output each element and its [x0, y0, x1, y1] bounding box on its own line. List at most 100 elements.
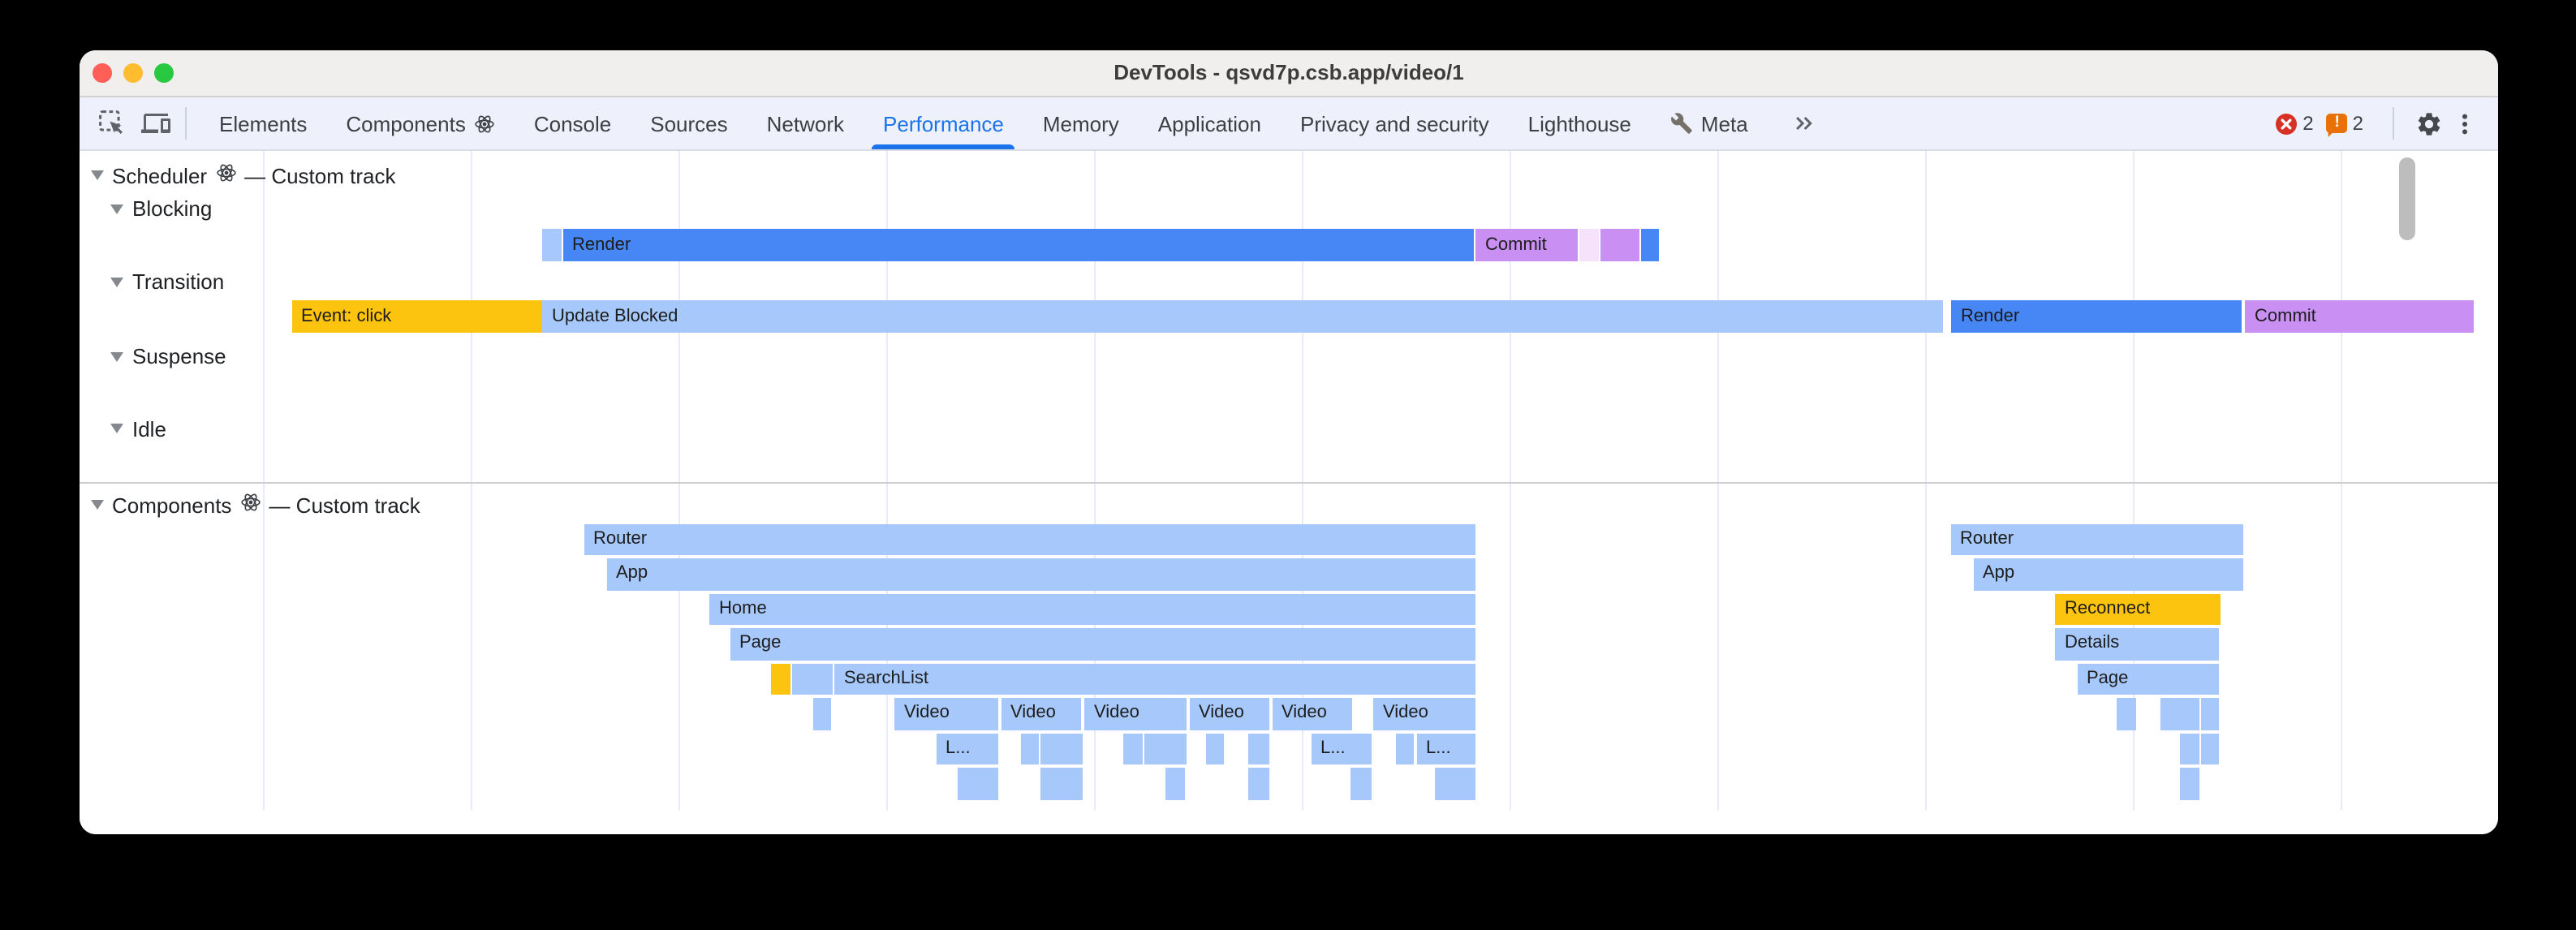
flame-bar[interactable]	[2160, 698, 2199, 730]
flame-bar[interactable]	[2180, 768, 2199, 799]
flame-bar-render[interactable]: Render	[1951, 300, 2242, 333]
flame-bar[interactable]	[2201, 698, 2219, 730]
flame-bar[interactable]	[1350, 768, 1371, 799]
flame-bar[interactable]	[1020, 733, 1039, 764]
tab-memory[interactable]: Memory	[1023, 97, 1139, 149]
lane-label-text: Idle	[132, 416, 166, 441]
flame-bar-searchlist[interactable]: SearchList	[834, 663, 1475, 695]
tab-label: Sources	[650, 111, 728, 136]
flame-bar[interactable]	[1165, 768, 1184, 799]
flame-bar[interactable]	[1579, 228, 1599, 260]
flame-bar[interactable]	[1040, 733, 1082, 764]
flame-bar-reconnect[interactable]: Reconnect	[2055, 593, 2220, 625]
zoom-window-button[interactable]	[154, 63, 174, 83]
more-tabs-chevron-icon[interactable]	[1787, 107, 1820, 140]
flame-bar-label: Video	[1010, 703, 1056, 722]
tab-privacy-and-security[interactable]: Privacy and security	[1281, 97, 1509, 149]
lane-label-blocking[interactable]: Blocking	[110, 196, 212, 222]
flame-bar[interactable]	[542, 228, 562, 260]
close-window-button[interactable]	[93, 63, 112, 83]
panel-tabs: Elements Components Console Sources Network…	[200, 97, 1768, 149]
minimize-window-button[interactable]	[123, 63, 143, 83]
flame-bar-page[interactable]: Page	[2077, 663, 2219, 695]
react-atom-icon	[239, 492, 261, 518]
gridline	[471, 151, 472, 809]
warning-badge-icon[interactable]: !	[2326, 114, 2348, 133]
flame-bar-label: Video	[1282, 703, 1327, 722]
flame-bar-render[interactable]: Render	[562, 228, 1473, 260]
flame-bar[interactable]	[2117, 698, 2136, 730]
flame-bar[interactable]	[1395, 733, 1414, 764]
tab-console[interactable]: Console	[515, 97, 631, 149]
disclosure-triangle-icon[interactable]	[110, 351, 123, 361]
flame-bar[interactable]	[1435, 768, 1475, 799]
active-tab-underline	[872, 144, 1015, 149]
flame-bar-l[interactable]: L...	[1416, 733, 1475, 764]
components-track-header[interactable]: Components — Custom track	[91, 492, 420, 518]
flame-bar[interactable]	[770, 663, 790, 695]
lane-label-transition[interactable]: Transition	[110, 269, 224, 295]
flame-bar-video[interactable]: Video	[1084, 698, 1187, 730]
flame-bar-l[interactable]: L...	[936, 733, 998, 764]
tab-meta[interactable]: Meta	[1651, 97, 1768, 149]
flame-bar-page[interactable]: Page	[730, 628, 1475, 660]
disclosure-triangle-icon[interactable]	[91, 170, 104, 180]
tab-elements[interactable]: Elements	[200, 97, 326, 149]
flame-bar-video[interactable]: Video	[1373, 698, 1475, 730]
error-badge-icon[interactable]	[2275, 112, 2298, 135]
lane-label-idle[interactable]: Idle	[110, 415, 166, 441]
disclosure-triangle-icon[interactable]	[110, 424, 123, 433]
tab-components[interactable]: Components	[326, 97, 514, 149]
flame-bar-router[interactable]: Router	[1950, 523, 2242, 555]
flame-bar[interactable]	[957, 768, 998, 799]
disclosure-triangle-icon[interactable]	[110, 204, 123, 213]
error-count: 2	[2302, 112, 2314, 135]
flame-bar-home[interactable]: Home	[709, 593, 1475, 625]
flame-bar-video[interactable]: Video	[1189, 698, 1269, 730]
flame-bar[interactable]	[2201, 733, 2219, 764]
flame-bar-video[interactable]: Video	[1001, 698, 1081, 730]
flame-bar[interactable]	[813, 698, 831, 730]
vertical-scrollbar-thumb[interactable]	[2399, 157, 2414, 239]
flame-bar-update-blocked[interactable]: Update Blocked	[542, 300, 1943, 333]
flame-bar[interactable]	[1247, 733, 1269, 764]
flame-bar-l[interactable]: L...	[1311, 733, 1371, 764]
disclosure-triangle-icon[interactable]	[110, 277, 123, 286]
performance-flame-chart: Scheduler — Custom track Blocking Transit…	[80, 151, 2498, 834]
devtools-toolbar: Elements Components Console Sources Network…	[80, 97, 2498, 151]
flame-bar[interactable]	[1040, 768, 1082, 799]
lane-label-suspense[interactable]: Suspense	[110, 343, 226, 369]
flame-bar-commit[interactable]: Commit	[2245, 300, 2474, 333]
flame-bar-video[interactable]: Video	[894, 698, 998, 730]
flame-bar[interactable]	[1247, 768, 1269, 799]
flame-bar[interactable]	[791, 663, 832, 695]
flame-bar-label: Video	[904, 703, 950, 722]
flame-bar[interactable]	[1600, 228, 1639, 260]
tab-network[interactable]: Network	[747, 97, 864, 149]
flame-bar-details[interactable]: Details	[2055, 628, 2219, 660]
flame-bar-video[interactable]: Video	[1272, 698, 1351, 730]
gridline	[678, 151, 680, 809]
tab-application[interactable]: Application	[1139, 97, 1281, 149]
flame-bar-router[interactable]: Router	[584, 523, 1475, 555]
flame-bar[interactable]	[2180, 733, 2199, 764]
tab-sources[interactable]: Sources	[631, 97, 747, 149]
flame-bar-label: App	[1983, 563, 2015, 583]
flame-bar-app[interactable]: App	[606, 558, 1475, 590]
flame-bar-event-click[interactable]: Event: click	[291, 300, 541, 333]
tab-label: Console	[533, 111, 612, 136]
flame-bar[interactable]	[1123, 733, 1142, 764]
inspect-element-icon[interactable]	[96, 107, 128, 140]
disclosure-triangle-icon[interactable]	[91, 500, 104, 510]
tab-performance[interactable]: Performance	[864, 97, 1023, 149]
scheduler-track-header[interactable]: Scheduler — Custom track	[91, 162, 395, 188]
device-toolbar-icon[interactable]	[140, 107, 172, 140]
flame-bar[interactable]	[1641, 228, 1658, 260]
kebab-menu-icon[interactable]	[2446, 105, 2482, 141]
flame-bar[interactable]	[1205, 733, 1224, 764]
flame-bar-app[interactable]: App	[1973, 558, 2242, 590]
tab-lighthouse[interactable]: Lighthouse	[1509, 97, 1651, 149]
flame-bar-commit[interactable]: Commit	[1475, 228, 1577, 260]
settings-gear-icon[interactable]	[2410, 105, 2446, 141]
flame-bar[interactable]	[1144, 733, 1187, 764]
